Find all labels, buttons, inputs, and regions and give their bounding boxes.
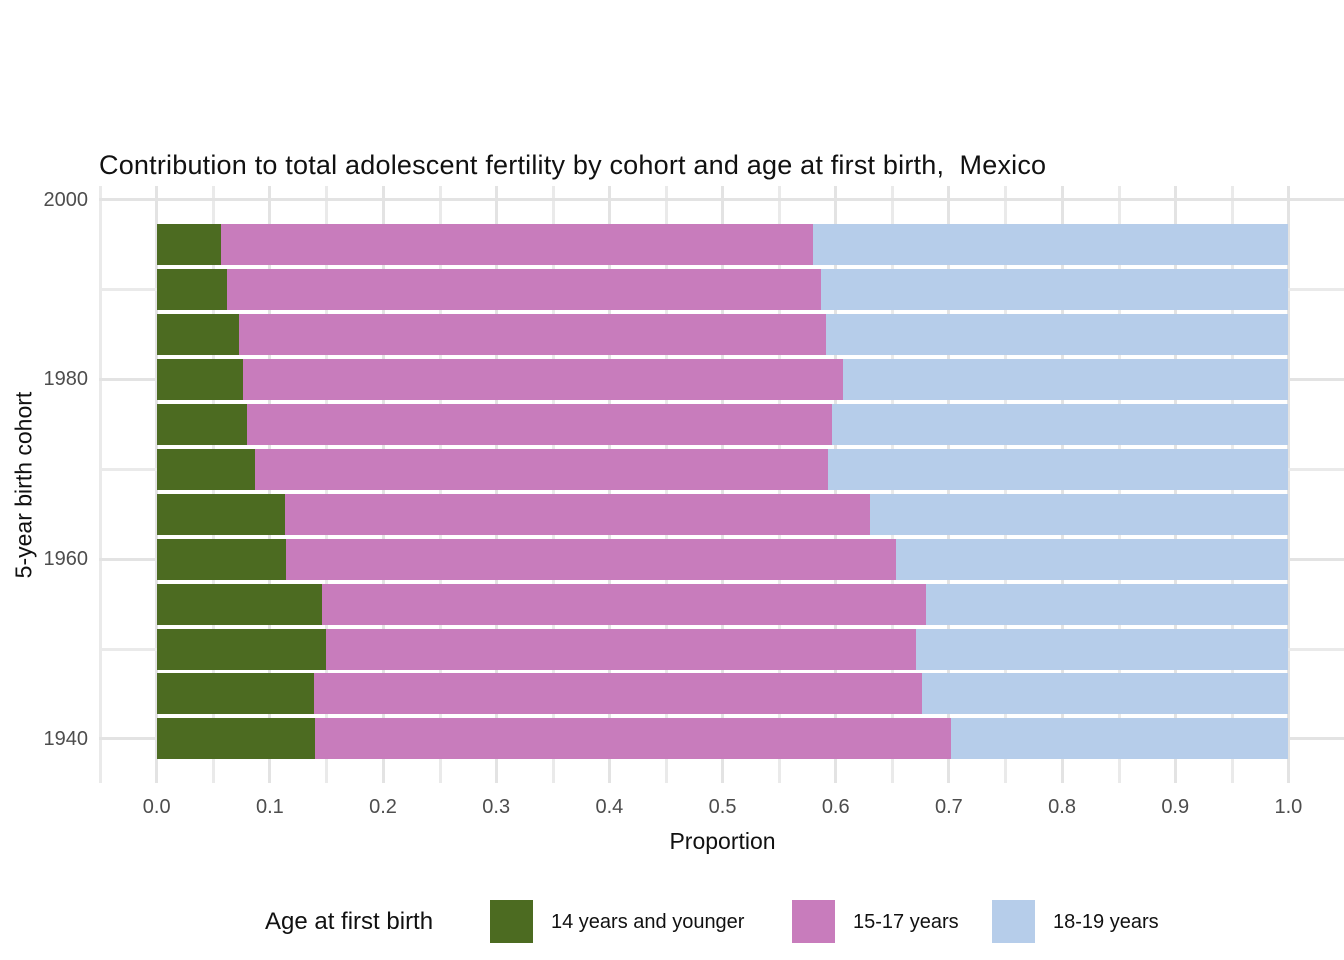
bar-segment (921, 673, 1289, 715)
bar-segment (156, 448, 256, 490)
bar-segment (321, 583, 927, 625)
y-tick-label: 1940 (43, 727, 89, 750)
bar-segment (827, 448, 1289, 490)
legend-label-18-19: 18-19 years (1053, 911, 1159, 933)
bar-segment (156, 358, 243, 400)
bar-segment (951, 718, 1289, 760)
bar-segment (156, 673, 314, 715)
bar-segment (895, 538, 1289, 580)
x-tick-label: 0.6 (821, 796, 850, 818)
bar-segment (314, 673, 922, 715)
bar-segment (284, 493, 870, 535)
legend-swatch-14-and-younger (490, 900, 533, 943)
bar-segment (842, 358, 1289, 400)
gridline-y-major (99, 198, 1344, 201)
bar-segment (832, 403, 1289, 445)
bar-segment (239, 313, 826, 355)
x-tick-label: 0.5 (708, 796, 737, 818)
bar-segment (255, 448, 828, 490)
bar-segment (242, 358, 843, 400)
bar-segment (247, 403, 833, 445)
x-tick-label: 0.9 (1161, 796, 1190, 818)
bar-segment (156, 538, 286, 580)
bar-segment (916, 628, 1289, 670)
chart-title: Contribution to total adolescent fertili… (99, 150, 1047, 180)
x-tick-label: 0.4 (595, 796, 624, 818)
x-tick-label: 0.1 (255, 796, 284, 818)
bar-segment (869, 493, 1289, 535)
x-tick-label: 0.7 (934, 796, 963, 818)
plot-panel (99, 186, 1344, 783)
bar-segment (156, 628, 327, 670)
bar-segment (156, 223, 222, 265)
bar-segment (156, 313, 240, 355)
x-tick-label: 0.2 (369, 796, 397, 818)
bar-segment (156, 718, 316, 760)
bar-segment (226, 268, 821, 310)
bar-segment (156, 403, 248, 445)
bar-segment (156, 268, 227, 310)
x-tick-label: 0.3 (482, 796, 511, 818)
bar-segment (326, 628, 917, 670)
y-tick-label: 2000 (43, 188, 89, 211)
bar-segment (285, 538, 896, 580)
bar-segment (221, 223, 814, 265)
x-axis-title: Proportion (669, 828, 776, 854)
bar-segment (825, 313, 1289, 355)
bar-segment (156, 583, 322, 625)
x-tick-label: 0.0 (142, 796, 171, 818)
y-tick-label: 1980 (43, 368, 89, 391)
bar-segment (821, 268, 1289, 310)
y-axis-title: 5-year birth cohort (10, 391, 37, 578)
legend-swatch-18-19 (992, 900, 1035, 943)
bar-segment (156, 493, 285, 535)
bar-segment (813, 223, 1289, 265)
bar-segment (926, 583, 1289, 625)
x-tick-label: 0.8 (1048, 796, 1076, 818)
legend-swatch-15-17 (792, 900, 835, 943)
gridline-x-major (1286, 186, 1290, 783)
x-tick-label: 1.0 (1274, 796, 1303, 818)
legend-label-15-17: 15-17 years (853, 911, 959, 933)
legend-label-14-and-younger: 14 years and younger (551, 911, 745, 933)
y-tick-label: 1960 (43, 548, 89, 571)
gridline-x-minor (99, 186, 103, 783)
bar-segment (315, 718, 952, 760)
legend-title: Age at first birth (265, 908, 434, 935)
